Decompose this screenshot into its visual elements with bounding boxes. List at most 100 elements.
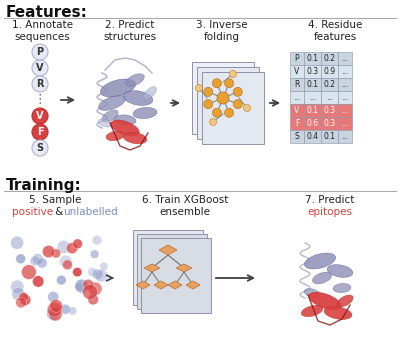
Bar — [338, 65, 352, 78]
Bar — [304, 104, 321, 117]
Circle shape — [83, 279, 94, 290]
Text: P: P — [295, 54, 299, 63]
Ellipse shape — [114, 115, 136, 125]
Circle shape — [47, 302, 62, 317]
Circle shape — [92, 236, 102, 245]
Circle shape — [11, 280, 24, 293]
Ellipse shape — [144, 87, 156, 99]
Text: epitopes: epitopes — [308, 207, 352, 217]
Circle shape — [88, 282, 102, 296]
Bar — [304, 65, 321, 78]
Text: Training:: Training: — [6, 178, 82, 193]
Circle shape — [210, 119, 216, 126]
Circle shape — [90, 250, 99, 258]
Bar — [338, 91, 352, 104]
Text: 3. Inverse
folding: 3. Inverse folding — [196, 20, 248, 42]
Text: ⋮: ⋮ — [34, 93, 46, 106]
Bar — [290, 65, 304, 78]
Ellipse shape — [106, 131, 124, 141]
Circle shape — [72, 267, 82, 277]
Ellipse shape — [111, 120, 139, 136]
Circle shape — [50, 299, 62, 312]
Text: Features:: Features: — [6, 5, 88, 20]
Circle shape — [225, 79, 234, 88]
Text: 0.2: 0.2 — [324, 54, 336, 63]
Text: ...: ... — [342, 67, 348, 76]
Circle shape — [95, 270, 108, 282]
Circle shape — [196, 85, 202, 92]
Bar — [321, 52, 338, 65]
Circle shape — [66, 243, 78, 254]
Circle shape — [204, 100, 213, 108]
Ellipse shape — [312, 272, 332, 284]
Text: ...: ... — [326, 93, 333, 102]
Text: R: R — [294, 80, 300, 89]
Text: ...: ... — [342, 54, 348, 63]
Ellipse shape — [309, 292, 341, 310]
Ellipse shape — [99, 95, 125, 111]
Text: ...: ... — [342, 119, 348, 128]
Circle shape — [60, 256, 72, 268]
Bar — [290, 104, 304, 117]
Circle shape — [212, 108, 221, 117]
Polygon shape — [144, 264, 160, 272]
Circle shape — [204, 87, 213, 97]
Bar — [338, 104, 352, 117]
Text: 0.3: 0.3 — [324, 106, 336, 115]
Bar — [133, 230, 203, 305]
Text: 0.1: 0.1 — [306, 54, 318, 63]
Circle shape — [32, 253, 43, 265]
Ellipse shape — [324, 307, 352, 319]
Text: 6. Train XGBoost
ensemble: 6. Train XGBoost ensemble — [142, 195, 228, 217]
Circle shape — [68, 307, 77, 315]
Text: unlabelled: unlabelled — [63, 207, 118, 217]
Circle shape — [51, 249, 61, 258]
Circle shape — [12, 288, 25, 300]
Bar — [304, 78, 321, 91]
Ellipse shape — [333, 284, 351, 292]
Circle shape — [75, 279, 88, 293]
Text: ...: ... — [309, 93, 316, 102]
Circle shape — [225, 108, 234, 117]
Text: ...: ... — [342, 132, 348, 141]
Circle shape — [82, 285, 98, 299]
Text: 0.1: 0.1 — [306, 106, 318, 115]
Circle shape — [88, 294, 98, 305]
Circle shape — [244, 105, 250, 112]
Circle shape — [217, 92, 229, 104]
Ellipse shape — [100, 79, 136, 97]
Text: S: S — [36, 143, 44, 153]
Text: &: & — [52, 207, 67, 217]
Text: 2. Predict
structures: 2. Predict structures — [104, 20, 156, 42]
Bar — [304, 52, 321, 65]
Circle shape — [32, 44, 48, 60]
Ellipse shape — [304, 253, 336, 269]
Bar — [290, 91, 304, 104]
Circle shape — [75, 283, 84, 291]
Circle shape — [57, 240, 70, 253]
Ellipse shape — [304, 289, 320, 297]
Text: 0.4: 0.4 — [306, 132, 318, 141]
Circle shape — [32, 140, 48, 156]
Bar — [290, 78, 304, 91]
Circle shape — [32, 76, 48, 92]
Text: 0.1: 0.1 — [324, 132, 336, 141]
Circle shape — [22, 265, 36, 279]
Text: V: V — [294, 67, 300, 76]
Text: ...: ... — [342, 80, 348, 89]
Bar — [304, 117, 321, 130]
Bar — [290, 130, 304, 143]
Text: 0.2: 0.2 — [324, 80, 336, 89]
Bar — [338, 52, 352, 65]
Circle shape — [56, 275, 66, 285]
Circle shape — [100, 262, 108, 270]
Circle shape — [32, 60, 48, 76]
Text: 0.6: 0.6 — [306, 119, 318, 128]
Bar — [290, 52, 304, 65]
Bar — [321, 117, 338, 130]
Circle shape — [48, 291, 59, 302]
Polygon shape — [136, 281, 150, 289]
Bar — [290, 117, 304, 130]
Bar — [192, 62, 254, 134]
Circle shape — [20, 294, 31, 305]
